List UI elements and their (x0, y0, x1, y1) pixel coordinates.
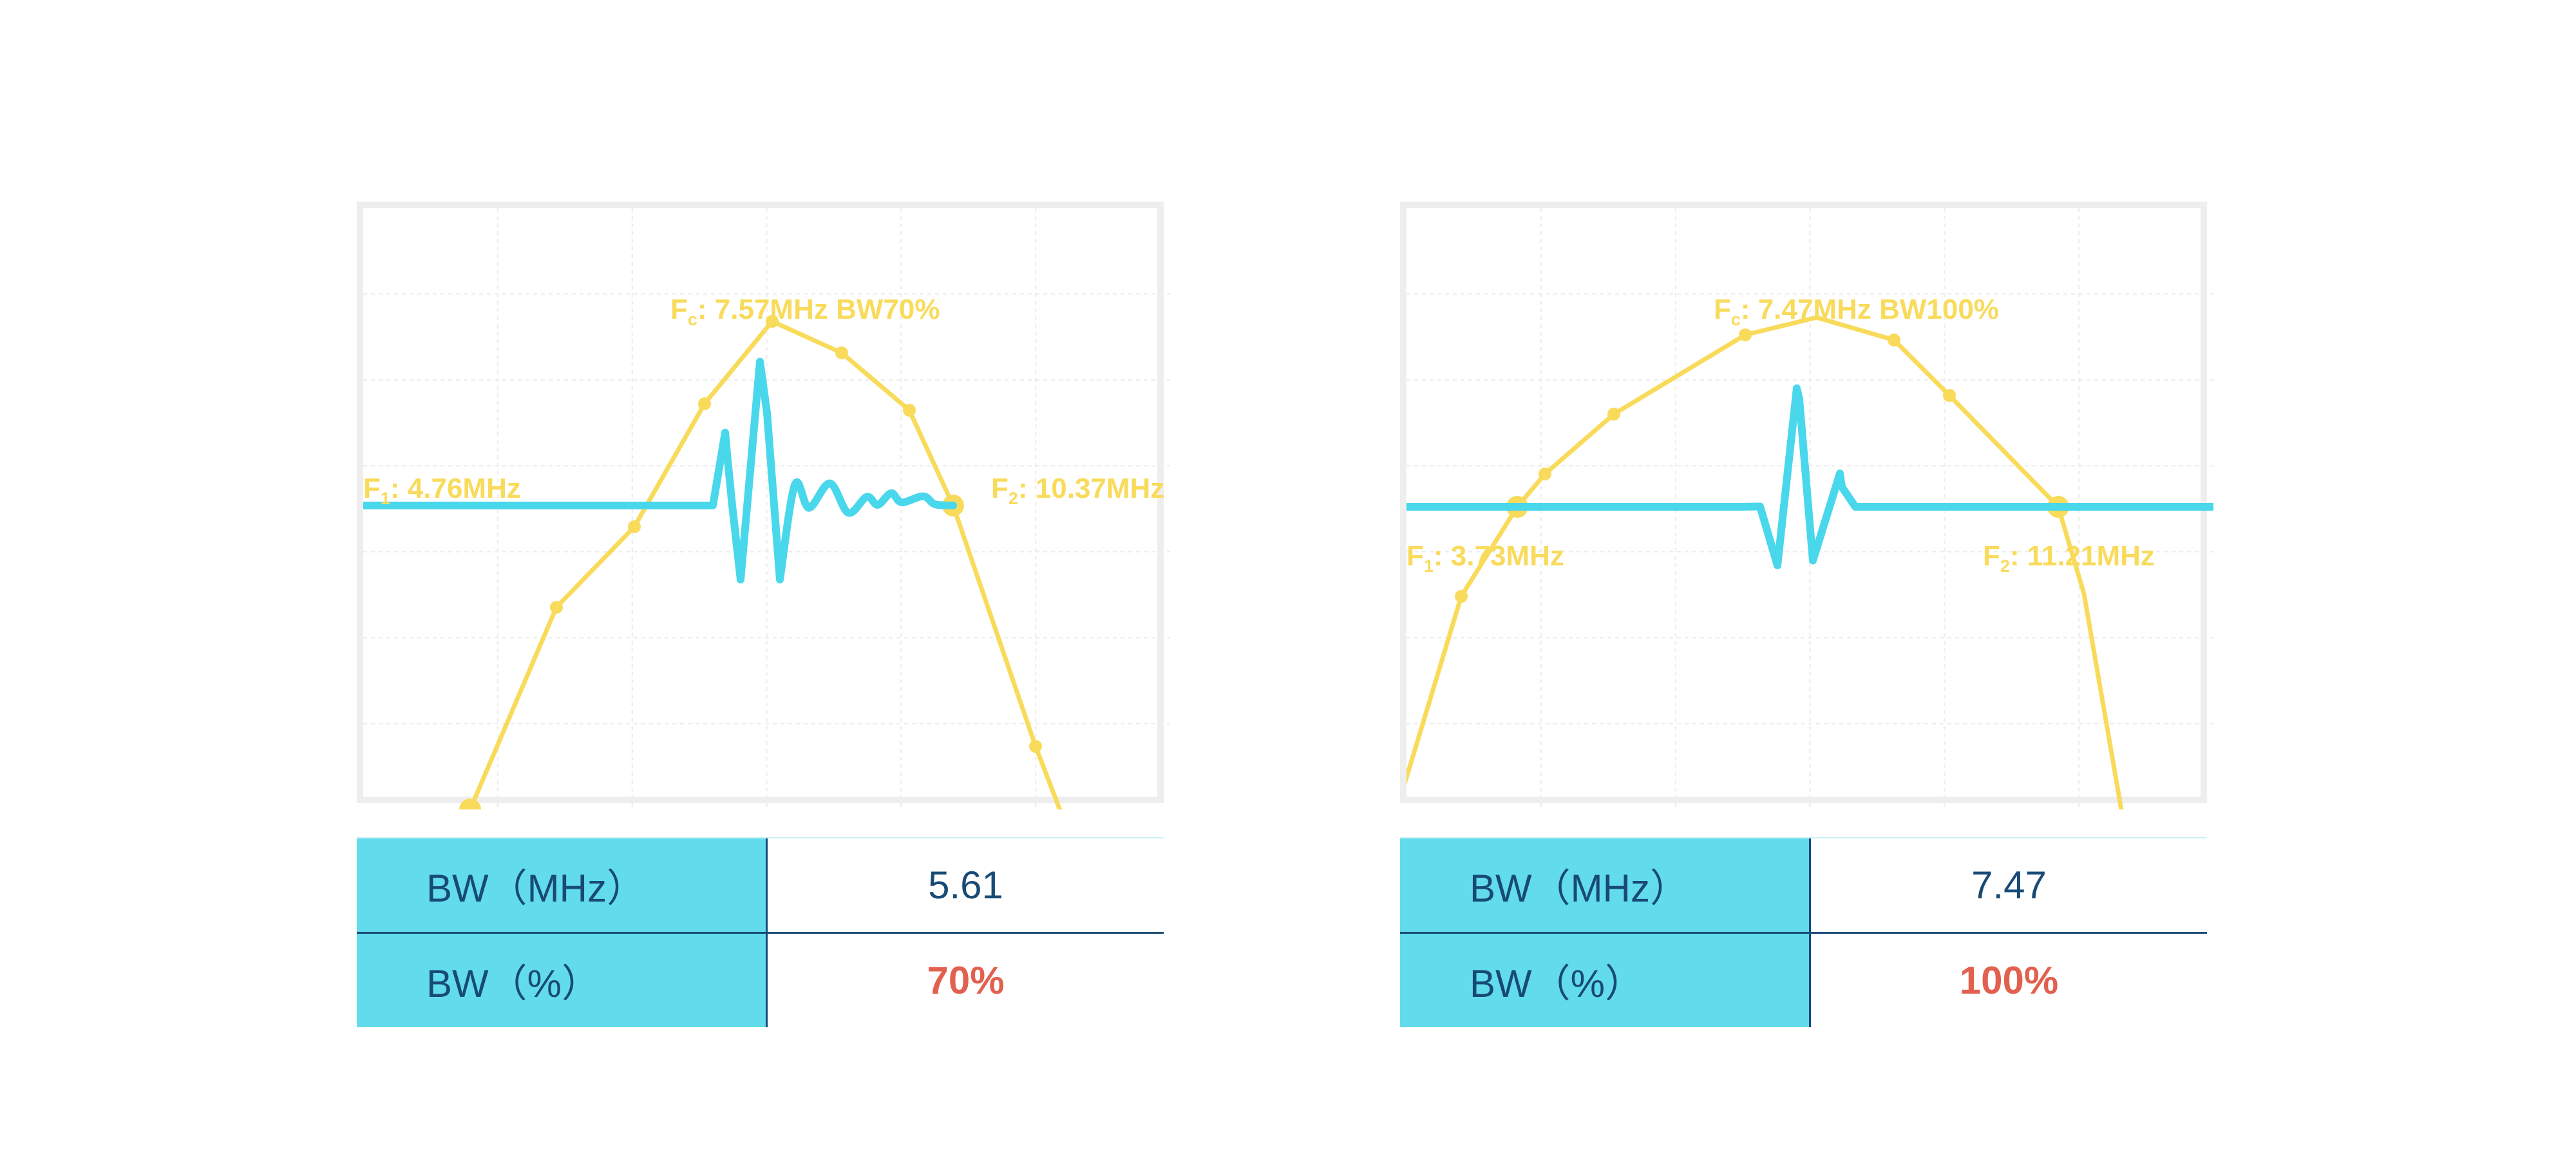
svg-text:F1: 3.73MHz: F1: 3.73MHz (1406, 540, 1564, 576)
svg-text:F1: 4.76MHz: F1: 4.76MHz (363, 473, 521, 508)
svg-text:F2: 11.21MHz: F2: 11.21MHz (1983, 540, 2155, 576)
svg-text:F2: 10.37MHz: F2: 10.37MHz (991, 473, 1164, 508)
svg-text:Fc: 7.47MHz BW100%: Fc: 7.47MHz BW100% (1714, 294, 1999, 329)
svg-text:Fc: 7.57MHz BW70%: Fc: 7.57MHz BW70% (670, 294, 940, 329)
